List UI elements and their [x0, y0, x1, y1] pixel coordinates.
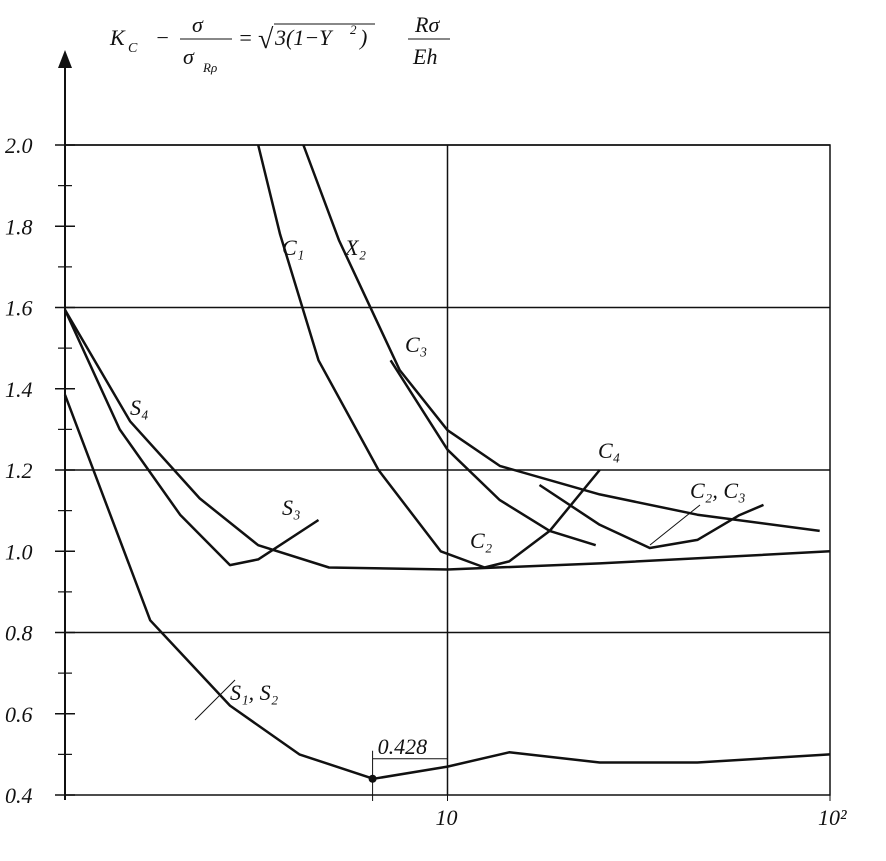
title: K C − σ σ Rρ = √ 3(1−Y 2 ) Rσ Eh	[109, 12, 450, 75]
y-tick-label: 1.8	[5, 214, 33, 239]
y-tick-label: 1.6	[5, 296, 33, 321]
curve	[63, 309, 831, 571]
y-tick-label: 0.8	[5, 621, 33, 646]
formula-part: )	[358, 25, 367, 50]
leader	[194, 679, 236, 721]
curve-label: C₂	[470, 528, 493, 553]
y-tick-label: 1.4	[5, 377, 33, 402]
curve-label: S₃	[282, 495, 301, 520]
curve	[256, 144, 486, 569]
x-tick-label: 10²	[818, 805, 847, 830]
formula-part: Rσ	[414, 12, 440, 37]
curve-label: C₂, C₃	[690, 478, 746, 503]
leader	[649, 504, 701, 546]
axis-arrow	[58, 50, 72, 68]
formula-part: K	[109, 25, 126, 50]
curve-label: S₄	[130, 395, 149, 420]
curve	[302, 144, 820, 533]
curve-label: C₁	[282, 235, 304, 260]
formula-part: =	[238, 25, 253, 50]
formula-part: −	[155, 25, 170, 50]
formula-part: Eh	[412, 44, 437, 69]
curve	[63, 309, 320, 567]
curve-label: S₁, S₂	[230, 680, 279, 705]
x-tick-label: 10	[436, 805, 458, 830]
y-tick-label: 1.0	[5, 539, 33, 564]
formula-part: C	[128, 41, 138, 56]
formula-part: σ	[183, 44, 195, 69]
curve	[63, 394, 831, 781]
y-tick-label: 2.0	[5, 133, 33, 158]
curve-label: C₃	[405, 332, 427, 357]
formula-part: Rρ	[202, 60, 217, 75]
formula-part: 3(1−Y	[274, 25, 334, 50]
curve	[389, 359, 597, 547]
formula-part: √	[258, 24, 274, 55]
curve-label: C₄	[598, 438, 620, 463]
y-tick-label: 1.2	[5, 458, 33, 483]
y-tick-label: 0.4	[5, 783, 33, 808]
curve	[538, 483, 764, 550]
annotation: 0.428	[378, 734, 428, 759]
formula-part: σ	[192, 12, 204, 37]
formula-part: 2	[350, 22, 357, 37]
y-tick-label: 0.6	[5, 702, 33, 727]
curve	[484, 469, 601, 569]
curve-label: X₂	[344, 235, 366, 260]
